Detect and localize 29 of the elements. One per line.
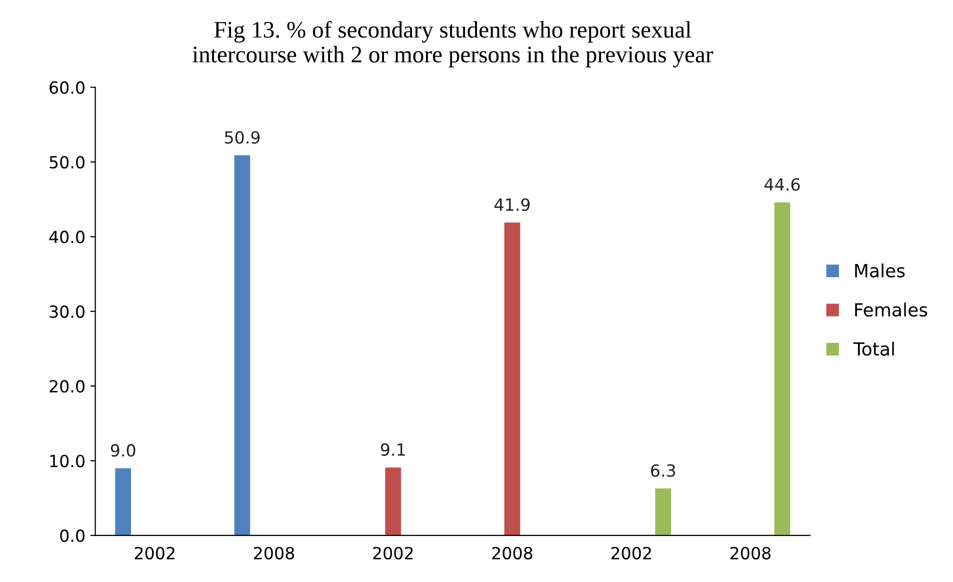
x-tick-label: 2002 [373,546,413,560]
data-label: 9.1 [380,443,405,456]
x-tick-label: 2008 [492,546,532,560]
data-label: 9.0 [110,444,136,457]
x-tick-label: 2002 [134,546,174,560]
y-tick-label: 20.0 [50,380,84,393]
y-tick-label: 30.0 [50,305,84,318]
y-tick-label: 60.0 [50,81,84,94]
x-tick-label: 2008 [254,546,294,560]
y-tick-label: 40.0 [49,230,84,244]
legend-label: Females [855,302,928,317]
data-label: 44.6 [764,178,800,191]
chart-title: Fig 13. % of secondary students who report sexual intercourse with 2 or more persons in the previous year [192,20,714,68]
bar [504,222,520,536]
legend-label: Males [855,263,905,278]
x-tick-label: 2002 [611,546,651,560]
y-tick-label: 10.0 [50,454,84,468]
legend-label: Total [853,342,894,356]
data-label: 6.3 [651,464,676,477]
data-label: 41.9 [494,198,530,211]
data-label: 50.9 [224,131,260,144]
bar [385,467,402,536]
bar [655,488,672,536]
bar [774,202,790,536]
bar [115,468,132,536]
x-tick-label: 2008 [730,546,771,560]
bar [234,155,250,536]
y-tick-label: 0.0 [60,529,84,542]
y-tick-label: 50.0 [50,156,84,169]
